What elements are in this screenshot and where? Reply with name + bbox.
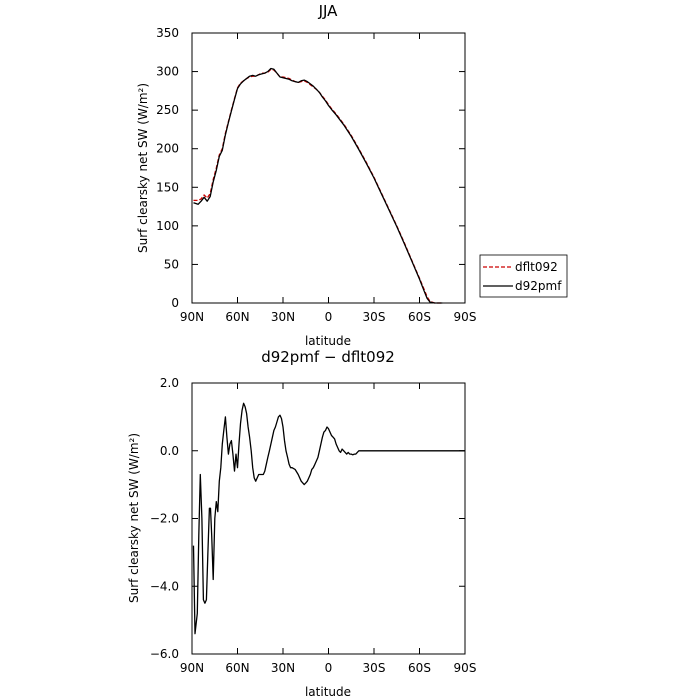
top-y-tick-label: 100 [156, 219, 179, 233]
bottom-y-tick-label: −6.0 [150, 647, 179, 661]
bottom-x-tick-label: 0 [325, 661, 333, 675]
top-x-axis-label: latitude [305, 334, 351, 348]
top-x-tick-label: 90N [180, 310, 204, 324]
top-chart-panel: JJA Surf clearsky net SW (W/m²) latitude… [136, 2, 568, 348]
bottom-ticks: 90N 60N 30N 0 30S 60S 90S −6.0 −4.0 −2.0 0.0 2.0 [150, 376, 477, 675]
top-y-tick-label: 50 [164, 257, 179, 271]
legend-label-d92pmf: d92pmf [515, 279, 562, 293]
bottom-x-tick-label: 60N [225, 661, 249, 675]
top-ticks: 90N 60N 30N 0 30S 60S 90S 0 50 100 150 200 250 300 350 [156, 26, 476, 324]
top-series-line-d92pmf [193, 67, 443, 304]
top-series [193, 67, 443, 304]
top-x-tick-label: 90S [454, 310, 477, 324]
bottom-plot-frame [191, 382, 466, 655]
top-y-tick-label: 200 [156, 142, 179, 156]
legend-label-dflt092: dflt092 [515, 260, 558, 274]
top-y-tick-label: 250 [156, 103, 179, 117]
bottom-y-tick-label: 2.0 [160, 376, 179, 390]
bottom-x-axis-label: latitude [305, 685, 351, 699]
top-plot-frame [191, 32, 466, 304]
top-series-line-dflt092 [193, 68, 443, 304]
top-y-tick-label: 150 [156, 180, 179, 194]
bottom-y-tick-label: −2.0 [150, 512, 179, 526]
bottom-y-tick-label: −4.0 [150, 579, 179, 593]
top-x-tick-label: 60S [408, 310, 431, 324]
bottom-x-tick-label: 30S [363, 661, 386, 675]
top-x-tick-label: 30S [363, 310, 386, 324]
top-x-tick-label: 30N [271, 310, 295, 324]
bottom-chart-panel: d92pmf − dflt092 Surf clearsky net SW (W… [127, 348, 476, 699]
top-y-tick-label: 350 [156, 26, 179, 40]
bottom-y-tick-label: 0.0 [160, 444, 179, 458]
top-chart-title: JJA [318, 2, 339, 20]
bottom-x-tick-label: 90N [180, 661, 204, 675]
top-y-axis-label: Surf clearsky net SW (W/m²) [136, 83, 150, 253]
legend-box [479, 254, 568, 298]
bottom-chart-title: d92pmf − dflt092 [261, 348, 395, 366]
bottom-x-tick-label: 30N [271, 661, 295, 675]
top-y-tick-label: 300 [156, 65, 179, 79]
bottom-series [192, 402, 465, 635]
bottom-y-axis-label: Surf clearsky net SW (W/m²) [127, 433, 141, 603]
bottom-x-tick-label: 60S [408, 661, 431, 675]
legend: dflt092 d92pmf [479, 254, 568, 298]
top-x-tick-label: 0 [325, 310, 333, 324]
bottom-x-tick-label: 90S [454, 661, 477, 675]
top-y-tick-label: 0 [171, 296, 179, 310]
bottom-series-line-series-0 [192, 402, 465, 635]
top-x-tick-label: 60N [225, 310, 249, 324]
